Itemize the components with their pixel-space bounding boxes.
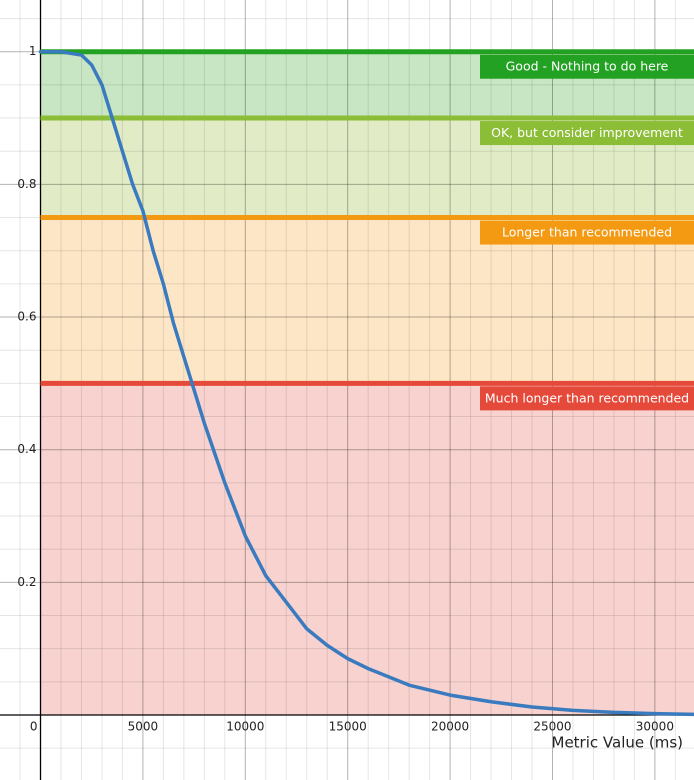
band-label: Longer than recommended xyxy=(502,225,672,240)
band-label: OK, but consider improvement xyxy=(491,125,683,140)
x-tick-label: 0 xyxy=(30,720,38,734)
x-tick-label: 10000 xyxy=(226,720,264,734)
y-tick-label: 1 xyxy=(29,44,37,58)
y-tick-label: 0.4 xyxy=(17,442,36,456)
band-label-box xyxy=(480,54,694,79)
band-label-box xyxy=(480,121,694,146)
y-tick-label: 0.2 xyxy=(17,575,36,589)
x-axis-title: Metric Value (ms) xyxy=(552,734,684,752)
x-tick-label: 15000 xyxy=(329,720,367,734)
y-tick-label: 0.6 xyxy=(17,310,36,324)
y-tick-label: 0.8 xyxy=(17,177,36,191)
x-tick-label: 25000 xyxy=(533,720,571,734)
marks: Good - Nothing to do here OK, but conside… xyxy=(38,49,694,717)
line xyxy=(38,49,694,717)
band-label-box xyxy=(480,220,694,245)
band-label: Much longer than recommended xyxy=(485,390,689,405)
band-label-box xyxy=(480,386,694,411)
x-tick-label: 5000 xyxy=(128,720,159,734)
band-label: Good - Nothing to do here xyxy=(506,59,669,74)
band-fill xyxy=(40,217,694,384)
x-tick-label: 30000 xyxy=(636,720,674,734)
x-tick-label: 20000 xyxy=(431,720,469,734)
band-fill xyxy=(40,383,694,715)
